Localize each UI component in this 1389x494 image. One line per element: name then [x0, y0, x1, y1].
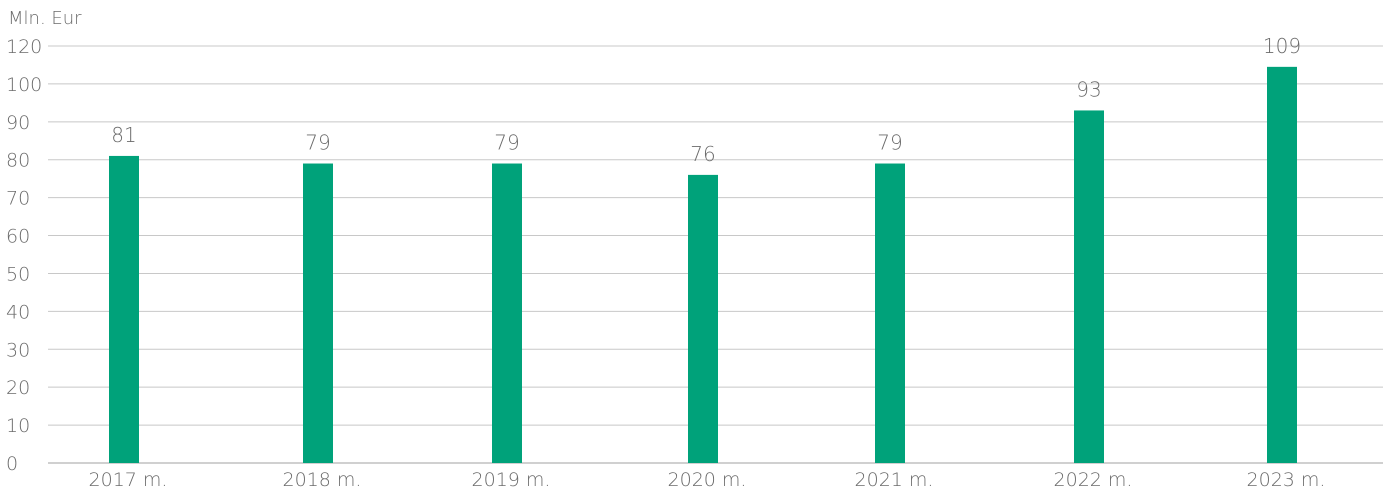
x-tick-label: 2021 m. [855, 469, 934, 490]
y-tick-label: 120 [6, 36, 42, 58]
bar-value-label: 93 [1076, 77, 1101, 101]
bar [1267, 66, 1297, 463]
bar [875, 163, 905, 463]
y-tick-label: 60 [6, 226, 30, 248]
bar-value-label: 79 [305, 131, 330, 155]
bar [1074, 110, 1104, 463]
y-axis-title: Mln. Eur [8, 8, 82, 29]
bar [303, 163, 333, 463]
bar-value-label: 79 [494, 131, 519, 155]
y-tick-label: 40 [6, 301, 30, 323]
x-axis-ticks: 2017 m. 2018 m. 2019 m. 2020 m. 2021 m. 2022 … [89, 469, 1326, 491]
x-tick-label: 2020 m. [668, 469, 747, 490]
y-tick-label: 90 [6, 112, 30, 134]
bars [109, 66, 1297, 463]
y-tick-label: 100 [6, 74, 42, 96]
y-tick-label: 0 [6, 453, 18, 475]
y-tick-label: 70 [6, 188, 30, 210]
x-tick-label: 2019 m. [472, 469, 551, 490]
bar-value-label: 79 [877, 131, 902, 155]
bar [688, 174, 718, 463]
bar [109, 155, 139, 463]
data-labels: 81 79 79 76 79 93 109 [111, 34, 1301, 166]
bar-value-label: 109 [1263, 34, 1301, 58]
x-tick-label: 2022 m. [1054, 469, 1133, 490]
y-tick-label: 20 [6, 377, 30, 399]
x-tick-label: 2018 m. [283, 469, 362, 490]
y-tick-label: 10 [6, 415, 30, 437]
bar-value-label: 81 [111, 123, 136, 147]
bar-value-label: 76 [690, 142, 715, 166]
bar [492, 163, 522, 463]
y-tick-label: 30 [6, 339, 30, 361]
y-tick-label: 50 [6, 263, 30, 285]
x-tick-label: 2017 m. [89, 469, 168, 490]
x-tick-label: 2023 m. [1247, 469, 1326, 490]
y-axis-ticks: 0 10 20 30 40 50 60 70 80 90 100 120 [6, 36, 42, 475]
y-tick-label: 80 [6, 150, 30, 172]
